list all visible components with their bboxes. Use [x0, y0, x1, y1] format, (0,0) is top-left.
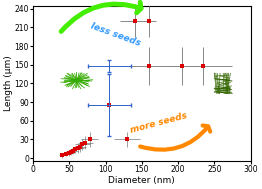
Text: less seeds: less seeds: [90, 22, 142, 48]
Text: more seeds: more seeds: [129, 111, 188, 135]
X-axis label: Diameter (nm): Diameter (nm): [108, 176, 175, 185]
Y-axis label: Length (μm): Length (μm): [4, 56, 13, 111]
